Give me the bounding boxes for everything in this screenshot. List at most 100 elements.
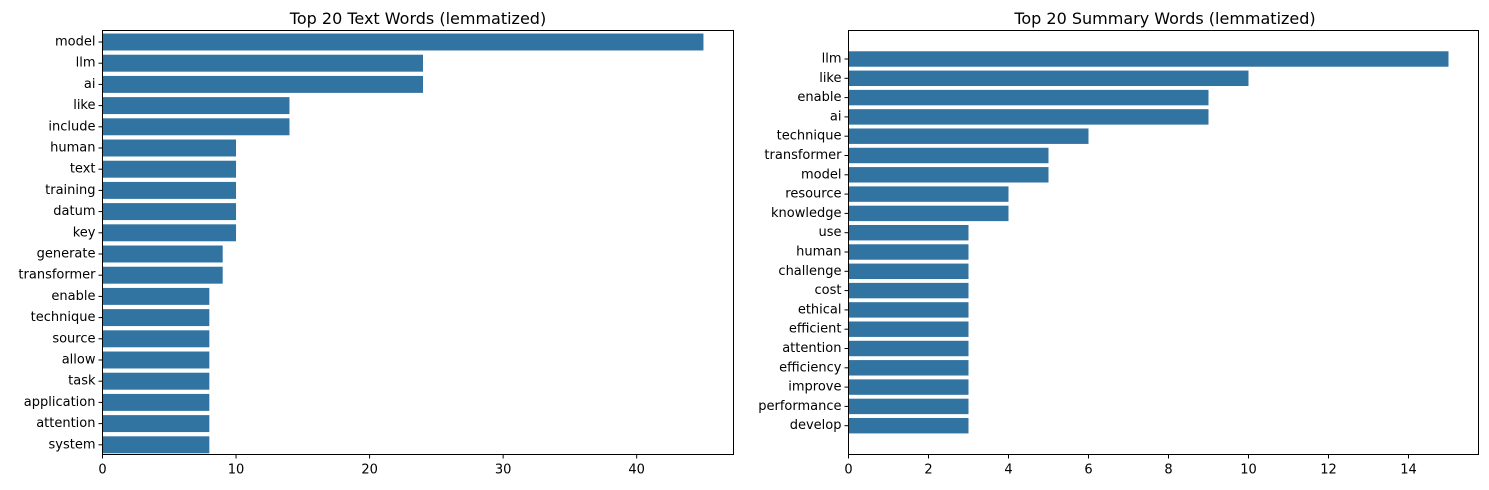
bar-efficient <box>848 321 969 337</box>
y-tick-label: system <box>49 437 96 452</box>
bar-task <box>102 372 210 390</box>
x-tick-label: 10 <box>1240 463 1257 478</box>
bar-like <box>102 97 290 115</box>
x-tick-label: 8 <box>1164 463 1172 478</box>
y-tick-label: improve <box>788 380 841 395</box>
y-tick-label: performance <box>758 399 841 414</box>
y-tick-label: enable <box>51 289 95 304</box>
x-tick-label: 0 <box>98 463 106 478</box>
bar-improve <box>848 379 969 395</box>
y-tick-label: transformer <box>764 148 842 163</box>
y-tick-label: datum <box>53 204 95 219</box>
bar-transformer <box>102 266 223 284</box>
y-tick-label: technique <box>31 310 96 325</box>
x-tick-label: 40 <box>628 463 645 478</box>
x-tick-label: 4 <box>1004 463 1012 478</box>
bar-ethical <box>848 302 969 318</box>
y-tick-label: key <box>73 225 96 240</box>
x-tick-label: 2 <box>924 463 932 478</box>
bar-system <box>102 436 210 454</box>
y-tick-label: challenge <box>778 264 841 279</box>
bar-cost <box>848 282 969 299</box>
bar-technique <box>848 128 1089 144</box>
y-tick-label: allow <box>62 353 96 368</box>
bar-ai <box>848 109 1209 125</box>
bar-efficiency <box>848 360 969 376</box>
x-tick-label: 6 <box>1084 463 1092 478</box>
y-tick-label: use <box>818 225 841 240</box>
x-tick-labels: 0 10 20 30 40 <box>98 454 645 478</box>
y-tick-label: like <box>73 98 95 113</box>
bar-human <box>102 139 237 157</box>
bar-key <box>102 224 237 242</box>
bar-attention <box>848 340 969 357</box>
y-tick-label: generate <box>37 247 96 262</box>
bar-develop <box>848 417 969 434</box>
y-tick-label: like <box>819 71 841 86</box>
bar-allow <box>102 351 210 369</box>
bar-text <box>102 160 237 178</box>
bar-source <box>102 330 210 348</box>
bar-include <box>102 118 290 136</box>
bar-challenge <box>848 263 969 280</box>
y-tick-label: training <box>45 183 95 198</box>
y-tick-label: human <box>50 141 95 156</box>
y-tick-label: task <box>68 374 96 389</box>
bar-attention <box>102 415 210 433</box>
y-tick-label: model <box>55 35 95 50</box>
y-tick-label: ai <box>84 77 96 92</box>
y-tick-label: transformer <box>18 268 96 283</box>
y-tick-label: efficiency <box>779 360 842 375</box>
plot-frame <box>102 30 734 455</box>
y-tick-labels: model llm ai like include human text training da… <box>18 35 103 452</box>
bar-ai <box>102 75 424 93</box>
summary-words-chart: Top 20 Summary Words (lemmatized) llm lik… <box>758 9 1479 478</box>
y-tick-label: attention <box>36 416 95 431</box>
plot-frame <box>848 30 1479 455</box>
bar-performance <box>848 398 969 415</box>
y-tick-label: llm <box>822 52 842 67</box>
bar-technique <box>102 309 210 327</box>
x-tick-labels: 0 2 4 6 8 10 12 14 <box>844 454 1417 478</box>
y-tick-label: llm <box>76 56 96 71</box>
bar-model <box>102 33 704 51</box>
bar-datum <box>102 203 237 221</box>
x-tick-label: 30 <box>495 463 512 478</box>
y-tick-label: include <box>48 119 95 134</box>
bar-transformer <box>848 147 1049 164</box>
y-tick-label: text <box>70 162 96 177</box>
bars <box>102 33 704 454</box>
text-words-chart: Top 20 Text Words (lemmatized) model llm a… <box>18 9 734 478</box>
bar-knowledge <box>848 205 1009 222</box>
bar-human <box>848 244 969 260</box>
y-tick-label: ai <box>830 109 842 124</box>
y-tick-label: develop <box>790 418 842 433</box>
bar-like <box>848 70 1249 87</box>
bar-training <box>102 181 237 199</box>
chart-title: Top 20 Summary Words (lemmatized) <box>1013 9 1315 28</box>
y-tick-labels: llm like enable ai technique transformer model… <box>758 52 849 433</box>
y-tick-label: resource <box>785 187 841 202</box>
bar-llm <box>102 54 424 72</box>
y-tick-label: application <box>24 395 96 410</box>
bar-application <box>102 393 210 411</box>
y-tick-label: attention <box>782 341 841 356</box>
x-tick-label: 10 <box>228 463 245 478</box>
bar-generate <box>102 245 223 263</box>
y-tick-label: enable <box>797 90 841 105</box>
y-tick-label: source <box>52 331 95 346</box>
bars <box>848 51 1449 434</box>
x-tick-label: 12 <box>1320 463 1337 478</box>
y-tick-label: cost <box>815 283 842 298</box>
bar-model <box>848 167 1049 183</box>
y-tick-label: knowledge <box>771 206 841 221</box>
y-tick-label: human <box>796 245 841 260</box>
bar-llm <box>848 51 1449 67</box>
y-tick-label: efficient <box>789 322 842 337</box>
x-tick-label: 20 <box>361 463 378 478</box>
bar-enable <box>102 287 210 305</box>
chart-title: Top 20 Text Words (lemmatized) <box>289 9 546 28</box>
bar-use <box>848 224 969 241</box>
bar-resource <box>848 186 1009 202</box>
